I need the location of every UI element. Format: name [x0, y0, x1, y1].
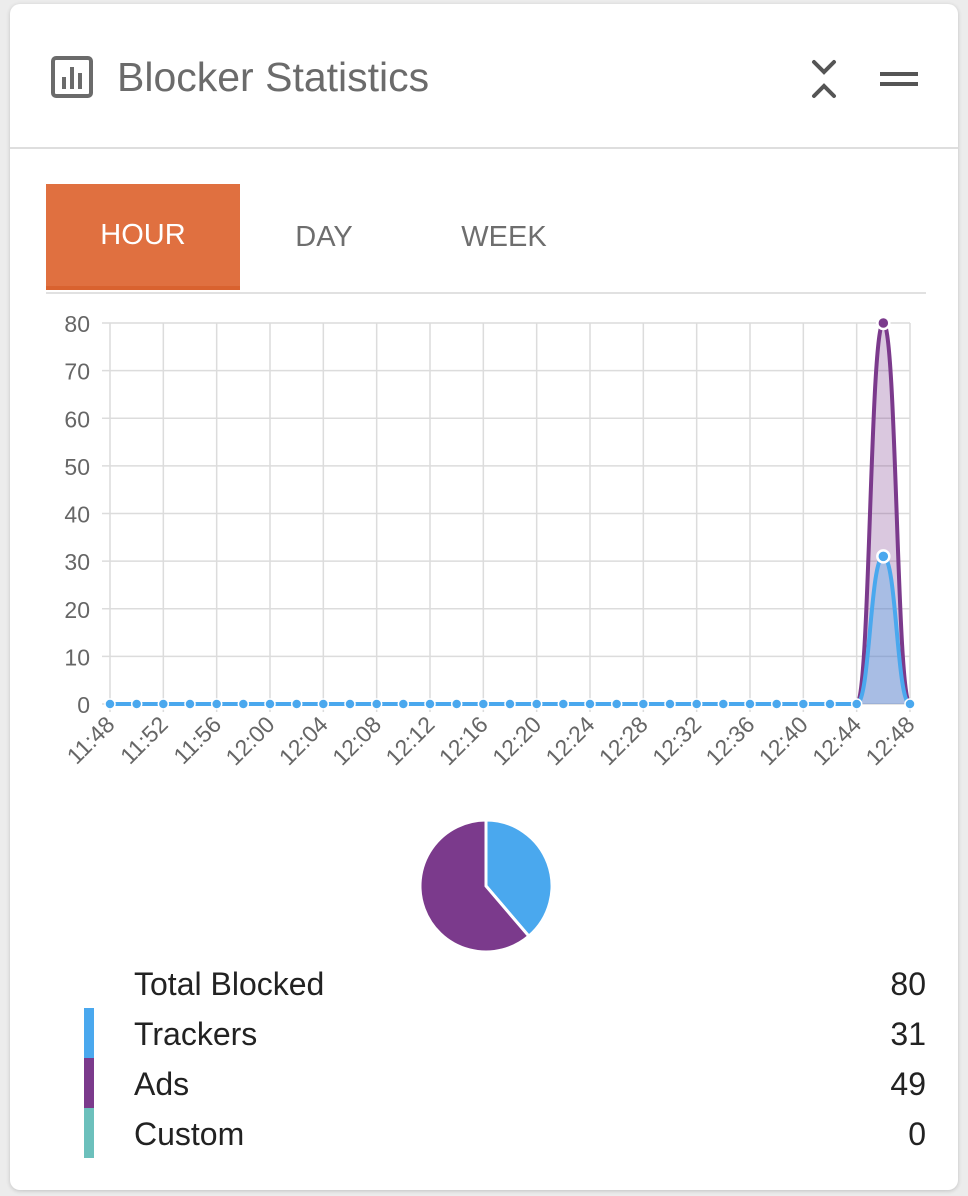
- legend-label: Total Blocked: [134, 966, 325, 1002]
- data-point: [744, 698, 756, 710]
- x-tick-label: 12:36: [700, 711, 759, 770]
- legend-row-trackers: Trackers 31: [84, 1008, 934, 1058]
- data-point: [317, 698, 330, 710]
- legend: Total Blocked 80 Trackers 31 Ads 49 Cust…: [84, 958, 934, 1158]
- widget-header: Blocker Statistics: [10, 4, 958, 149]
- collapse-arrows-icon[interactable]: [807, 56, 841, 102]
- data-point: [797, 698, 810, 710]
- legend-label: Ads: [134, 1066, 190, 1102]
- pie-slice: [418, 818, 531, 954]
- x-tick-label: 12:12: [380, 711, 439, 770]
- series-area: [110, 556, 910, 704]
- tab-hour[interactable]: HOUR: [46, 184, 240, 290]
- x-tick-label: 12:48: [860, 711, 919, 770]
- data-point: [876, 549, 891, 564]
- x-tick-label: 12:00: [220, 711, 279, 770]
- data-point: [157, 698, 170, 710]
- legend-row-total-blocked: Total Blocked 80: [84, 958, 934, 1008]
- y-tick-label: 50: [64, 454, 90, 480]
- data-point: [850, 698, 863, 710]
- data-point: [397, 698, 410, 710]
- data-point: [637, 698, 650, 710]
- y-tick-label: 10: [64, 644, 90, 670]
- data-point: [664, 698, 676, 710]
- data-point: [876, 315, 891, 331]
- legend-value: 49: [890, 1066, 926, 1102]
- data-point: [237, 698, 250, 710]
- y-tick-label: 30: [64, 549, 90, 575]
- legend-label: Custom: [134, 1116, 245, 1152]
- data-point: [104, 698, 116, 710]
- legend-swatch: [84, 1058, 94, 1108]
- data-point: [450, 698, 463, 710]
- data-point: [610, 698, 623, 710]
- legend-swatch: [84, 1108, 94, 1158]
- x-tick-label: 12:28: [594, 711, 653, 770]
- data-point: [690, 698, 703, 710]
- data-point: [477, 698, 490, 710]
- x-tick-label: 12:04: [274, 711, 333, 770]
- legend-value: 0: [908, 1116, 926, 1152]
- data-point: [824, 698, 836, 710]
- data-point: [344, 698, 356, 710]
- legend-row-custom: Custom 0: [84, 1108, 934, 1158]
- drag-handle-icon[interactable]: [876, 64, 922, 94]
- x-tick-label: 12:08: [327, 711, 386, 770]
- y-tick-label: 0: [77, 692, 90, 718]
- x-tick-label: 11:48: [62, 711, 120, 769]
- y-tick-label: 70: [64, 359, 90, 385]
- x-tick-label: 12:32: [647, 711, 706, 770]
- widget-title: Blocker Statistics: [117, 54, 430, 100]
- x-tick-label: 12:16: [434, 711, 493, 770]
- data-point: [264, 698, 276, 710]
- legend-swatch: [84, 958, 94, 1008]
- y-tick-label: 40: [64, 502, 90, 528]
- legend-label: Trackers: [134, 1016, 258, 1052]
- data-point: [557, 698, 570, 710]
- data-point: [770, 698, 783, 710]
- bar-chart-icon: [51, 56, 93, 98]
- y-tick-label: 60: [64, 406, 90, 432]
- y-tick-label: 80: [64, 311, 90, 337]
- blocked-over-time-chart: 0102030405060708011:4811:5211:5612:0012:…: [62, 311, 920, 954]
- time-range-tabs: HOUR DAY WEEK: [46, 184, 926, 294]
- tab-week[interactable]: WEEK: [461, 220, 547, 253]
- legend-swatch: [84, 1008, 94, 1058]
- data-point: [210, 698, 223, 710]
- data-point: [504, 698, 516, 710]
- x-tick-label: 12:24: [540, 711, 599, 770]
- data-point: [904, 698, 916, 710]
- legend-row-ads: Ads 49: [84, 1058, 934, 1108]
- pie-slice: [484, 818, 554, 939]
- x-tick-label: 12:44: [807, 711, 866, 770]
- data-point: [717, 698, 730, 710]
- x-tick-label: 12:40: [754, 711, 813, 770]
- tab-day[interactable]: DAY: [295, 220, 353, 253]
- data-point: [584, 698, 596, 710]
- legend-value: 31: [890, 1016, 926, 1052]
- x-tick-label: 11:52: [115, 711, 173, 769]
- data-point: [370, 698, 383, 710]
- x-tick-label: 12:20: [487, 711, 546, 770]
- data-point: [184, 698, 196, 710]
- data-point: [530, 698, 543, 710]
- x-tick-label: 11:56: [168, 711, 226, 769]
- data-point: [290, 698, 303, 710]
- data-point: [130, 698, 143, 710]
- blocker-statistics-widget: Blocker Statistics HOUR DAY WEEK 0 10 20 30…: [10, 4, 958, 1190]
- series-line: [110, 554, 912, 706]
- legend-value: 80: [890, 966, 926, 1002]
- data-point: [424, 698, 436, 710]
- y-tick-label: 20: [64, 597, 90, 623]
